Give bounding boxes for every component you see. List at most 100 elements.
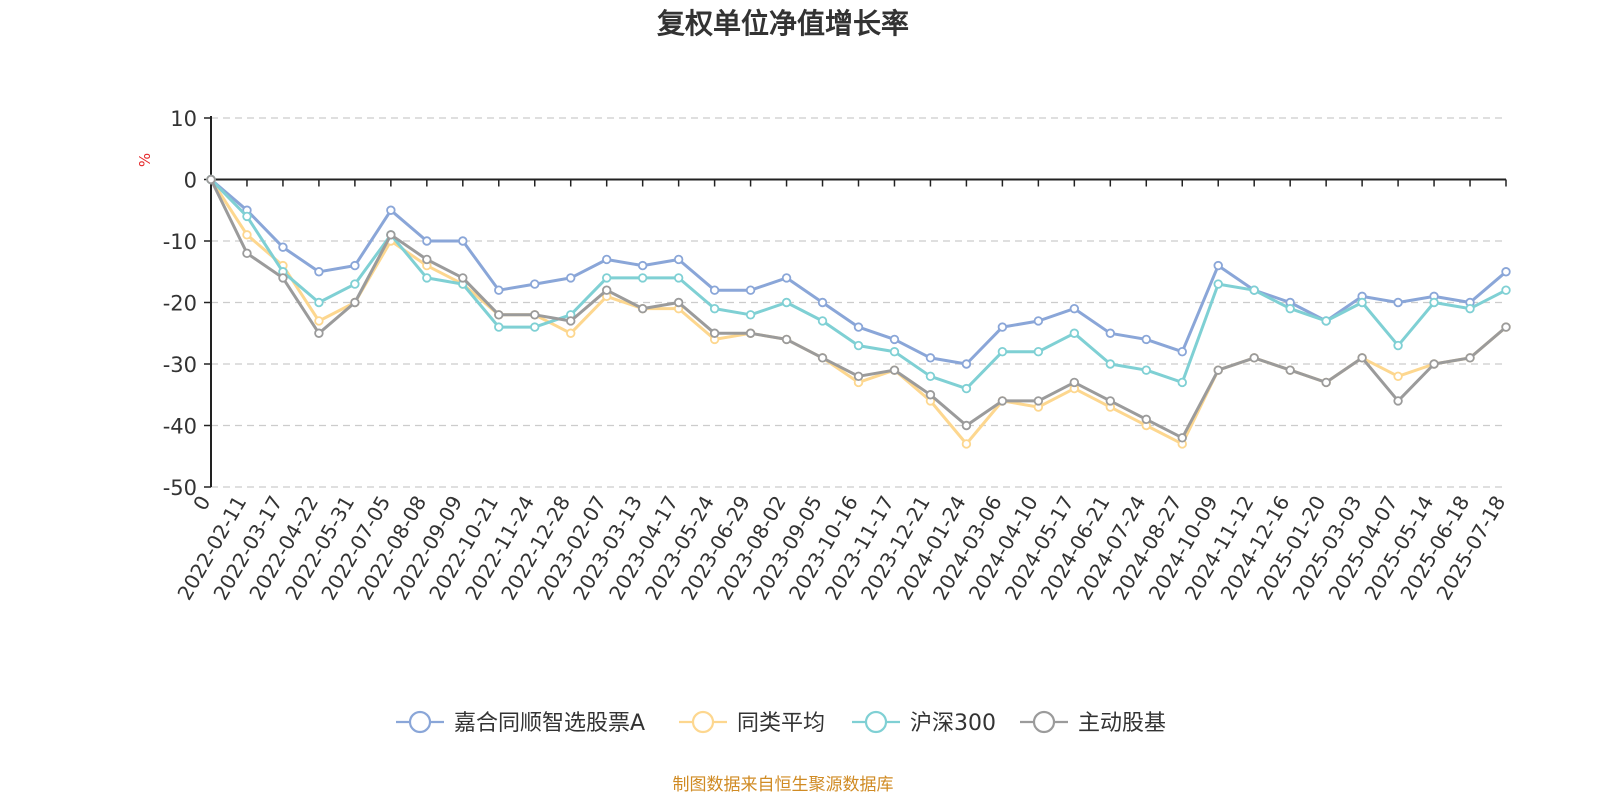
data-point [386,205,396,215]
data-point [314,328,324,338]
data-point [530,310,540,320]
series-3 [206,174,1511,443]
legend-label: 沪深300 [910,711,996,736]
series-line [209,178,1508,446]
data-point [745,328,756,338]
legend-label: 主动股基 [1078,711,1166,736]
data-point [494,322,504,332]
data-point [530,322,540,332]
data-point [242,248,252,258]
data-point [422,254,432,265]
data-point [961,420,972,431]
legend-item[interactable]: 嘉合同顺智选股票A [396,710,645,736]
data-point [314,267,324,277]
y-tick-label: -50 [163,476,197,500]
data-point [673,273,684,283]
chart-title: 复权单位净值增长率 [657,7,909,40]
legend-label: 嘉合同顺智选股票A [454,711,645,736]
data-point [1141,365,1151,375]
data-point [350,260,360,271]
y-tick-label: -30 [163,353,197,377]
y-tick-label: 0 [184,169,197,193]
data-point [997,396,1008,406]
data-point [1285,365,1295,375]
data-point [673,297,684,308]
data-point [673,254,684,265]
data-point [1069,377,1080,388]
data-point [566,328,576,338]
legend[interactable]: 嘉合同顺智选股票A 同类平均 沪深300 主动股基 [396,710,1166,736]
data-point [1357,297,1367,308]
source-note: 制图数据来自恒生聚源数据库 [673,775,894,795]
data-point [709,285,720,295]
data-point [961,359,972,369]
data-point [709,328,720,338]
data-point [566,273,576,283]
data-point [1213,365,1223,375]
data-point [1141,414,1151,425]
data-point [1105,396,1116,406]
data-point [781,297,792,308]
series-line [209,178,1508,391]
data-point [242,211,252,222]
data-point [637,260,648,271]
data-point [1069,328,1080,338]
data-point [925,371,936,381]
data-point [1393,340,1403,351]
data-point [278,242,288,252]
grid-lines [211,117,1506,488]
data-point [314,297,324,308]
data-point [422,236,432,246]
series-line [209,178,1508,366]
data-point [817,353,828,363]
legend-item[interactable]: 主动股基 [1020,710,1166,736]
data-point [386,230,396,240]
data-point [781,273,792,283]
data-point [1033,316,1044,326]
data-point [242,230,252,240]
data-point [1213,260,1223,271]
data-point [1465,303,1475,314]
data-point [314,316,324,326]
data-point [1285,303,1295,314]
data-point [1429,297,1439,308]
legend-marker-icon [1032,710,1056,734]
data-point [781,334,792,345]
y-tick-label: 10 [170,107,197,131]
legend-item[interactable]: 沪深300 [852,710,996,736]
data-point [1213,279,1223,289]
data-point [1105,359,1116,369]
data-point [1393,396,1403,406]
data-point [817,297,828,308]
data-point [745,310,756,320]
data-point [350,279,360,289]
y-tick-label: -20 [163,292,197,316]
data-point [997,322,1008,332]
data-point [601,273,612,283]
data-point [961,439,972,449]
data-point [1429,359,1439,369]
series-0 [206,174,1511,369]
data-point [925,390,936,400]
data-point [1069,303,1080,314]
y-axis-label: % [136,153,154,167]
data-point [709,303,720,314]
data-point [1501,267,1511,277]
data-point [1033,347,1044,357]
y-tick-labels: 10 0 -10 -20 -30 -40 -50 [163,107,197,500]
series-lines [206,174,1511,449]
data-point [961,383,972,394]
legend-item[interactable]: 同类平均 [679,710,825,736]
x-tick-labels: 02022-02-112022-03-172022-04-222022-05-3… [172,492,1510,605]
data-point [1249,285,1259,295]
data-point [1033,396,1044,406]
data-point [925,353,936,363]
data-point [1321,316,1331,326]
data-point [494,310,504,320]
data-point [1105,328,1116,338]
data-point [853,340,864,351]
data-point [853,322,864,332]
data-point [853,371,864,381]
